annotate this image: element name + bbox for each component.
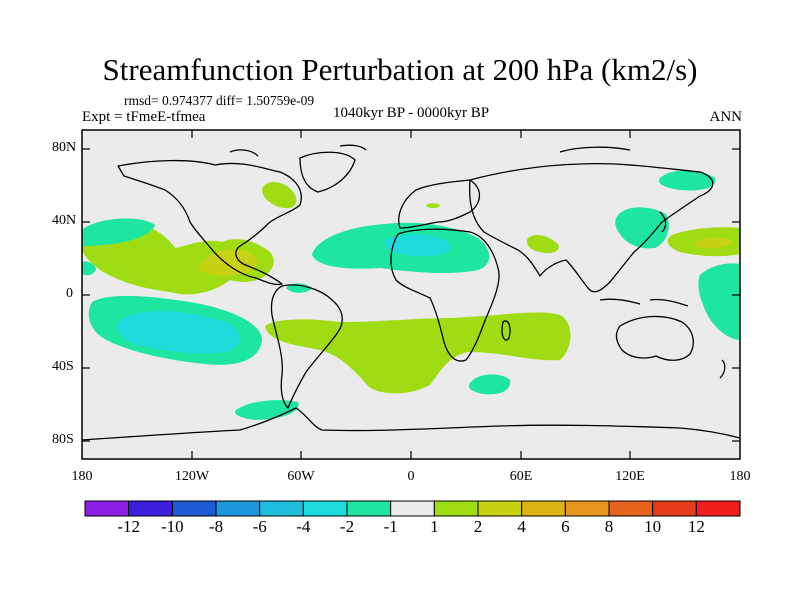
contour-fills (82, 170, 740, 420)
period-label: 1040kyr BP - 0000kyr BP (332, 105, 490, 121)
colorbar-box-8 (433, 500, 479, 517)
contour-pos-eastpacific-core (198, 249, 258, 276)
coast-europe (398, 179, 481, 229)
contour-neg-equatorial-atlantic (286, 283, 312, 293)
colorbar-box-13 (652, 500, 697, 517)
colorbar-box-0 (84, 500, 130, 517)
colorbar-box-11 (564, 500, 610, 517)
lat-label-80n: 80N (52, 140, 77, 155)
coast-asia (468, 162, 714, 293)
contour-neg-indian-ocean (468, 374, 511, 395)
coast-arctic-islands (229, 144, 631, 157)
contour-neg-north-pacific (82, 218, 155, 246)
plot-title: Streamfunction Perturbation at 200 hPa (… (102, 52, 698, 87)
experiment-label: Expt = tFmeE-tfmea (82, 109, 206, 125)
colorbar-box-10 (521, 500, 566, 517)
contour-neg-north-atlantic-core (384, 234, 451, 257)
colorbar-label: -8 (208, 517, 224, 536)
colorbar-box-6 (346, 500, 392, 517)
colorbar-label: -6 (252, 517, 267, 536)
coast-antarctica (81, 407, 741, 441)
colorbar-box-12 (608, 500, 654, 517)
colorbar-label: 12 (687, 517, 705, 536)
colorbar-box-1 (128, 500, 173, 517)
lon-label-120w: 120W (174, 469, 210, 484)
contour-neg-pacific-left-edge (82, 261, 96, 276)
coast-new-zealand (719, 359, 726, 379)
colorbar-label: 1 (430, 517, 439, 536)
coast-greenland (299, 151, 356, 193)
coast-australia (615, 315, 694, 361)
colorbar-label: -10 (160, 517, 184, 536)
season-label: ANN (709, 109, 743, 125)
coast-japan (659, 211, 667, 233)
coast-north-america (117, 159, 302, 286)
coast-indonesia (599, 298, 689, 307)
coast-madagascar (501, 320, 511, 341)
colorbar-label: -2 (339, 517, 355, 536)
lon-label-180w: 180 (71, 469, 93, 484)
colorbar-label: 2 (473, 517, 483, 536)
colorbar-box-14 (695, 500, 741, 517)
contour-pos-north-america (262, 182, 297, 209)
lat-label-80s: 80S (52, 432, 74, 447)
lon-label-180e: 180 (729, 469, 751, 484)
lon-label-0: 0 (407, 469, 415, 484)
contour-neg-southern-ocean (234, 400, 299, 420)
contour-pos-atlantic-sh (265, 312, 571, 394)
stats-line: rmsd= 0.974377 diff= 1.50759e-09 (124, 93, 315, 108)
colorbar-label: -4 (296, 517, 311, 536)
contour-pos-africa-small (526, 235, 559, 254)
coastlines (81, 144, 741, 441)
colorbar-label: 10 (644, 517, 662, 536)
colorbar (84, 500, 741, 517)
contour-pos-europe-small (426, 203, 440, 209)
lon-label-60e: 60E (509, 469, 533, 484)
contour-neg-south-pacific-core (117, 311, 240, 354)
coast-south-america (270, 284, 343, 409)
lat-label-0: 0 (66, 286, 73, 301)
contour-neg-pacific-right (698, 263, 740, 340)
colorbar-box-7 (390, 500, 435, 517)
colorbar-label: -12 (117, 517, 140, 536)
map-background (82, 130, 740, 459)
colorbar-label: -1 (383, 517, 398, 536)
colorbar-box-3 (215, 500, 261, 517)
lat-label-40s: 40S (52, 359, 74, 374)
contour-neg-east-asia (615, 207, 669, 249)
tick-marks (82, 130, 740, 459)
colorbar-box-4 (259, 500, 304, 517)
colorbar-label: 8 (604, 517, 614, 536)
coast-africa (390, 228, 500, 362)
contour-neg-siberia (659, 170, 716, 191)
lon-label-120e: 120E (615, 469, 645, 484)
colorbar-label: 6 (561, 517, 570, 536)
colorbar-box-5 (302, 500, 348, 517)
lat-label-40n: 40N (52, 213, 77, 228)
contour-pos-west-pacific-core (695, 237, 732, 249)
colorbar-label: 4 (517, 517, 526, 536)
colorbar-box-9 (477, 500, 523, 517)
lon-label-60w: 60W (287, 469, 315, 484)
colorbar-box-2 (171, 500, 217, 517)
